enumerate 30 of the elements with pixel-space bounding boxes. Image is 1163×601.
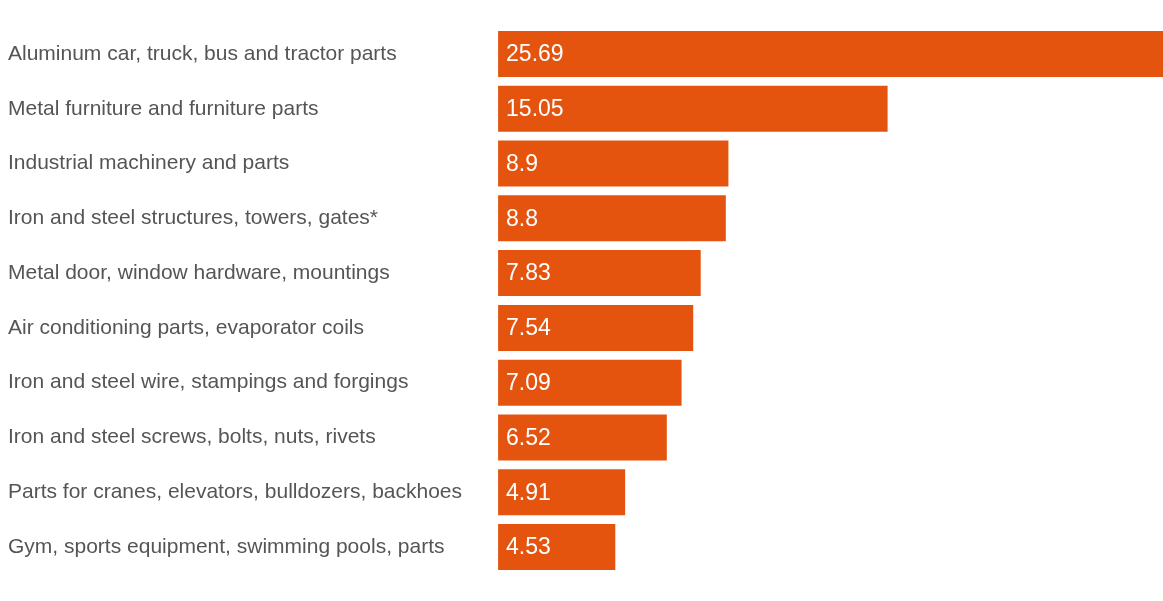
bar — [498, 304, 694, 351]
y-tick-label: Metal furniture and furniture parts — [8, 95, 319, 119]
data-label: 7.54 — [506, 314, 552, 341]
data-label: 4.53 — [506, 533, 551, 560]
y-tick-label: Aluminum car, truck, bus and tractor parts — [8, 40, 397, 64]
data-label: 6.52 — [506, 423, 551, 450]
y-tick-label: Air conditioning parts, evaporator coils — [8, 314, 365, 338]
data-label: 25.69 — [506, 40, 564, 67]
bar — [498, 414, 667, 461]
data-label: 4.91 — [506, 478, 551, 505]
data-label: 15.05 — [506, 95, 564, 122]
y-tick-label: Metal door, window hardware, mountings — [8, 259, 390, 283]
y-tick-label: Iron and steel screws, bolts, nuts, rivets — [8, 424, 376, 448]
data-label: 8.9 — [506, 149, 539, 176]
y-tick-label: Industrial machinery and parts — [8, 150, 290, 174]
y-tick-label: Gym, sports equipment, swimming pools, parts — [8, 533, 445, 557]
y-tick-label: Iron and steel structures, towers, gates* — [8, 205, 379, 229]
bar — [498, 140, 729, 187]
bar — [498, 85, 888, 132]
bar — [498, 524, 616, 571]
bar — [498, 30, 1163, 77]
bar — [498, 250, 701, 297]
data-label: 8.8 — [506, 204, 539, 231]
y-tick-label: Iron and steel wire, stampings and forgings — [8, 369, 409, 393]
data-label: 7.09 — [506, 369, 551, 396]
data-label: 7.83 — [506, 259, 551, 286]
bar — [498, 195, 726, 242]
y-tick-label: Parts for cranes, elevators, bulldozers, backhoes — [8, 479, 463, 503]
bar — [498, 359, 682, 406]
bar — [498, 469, 626, 516]
